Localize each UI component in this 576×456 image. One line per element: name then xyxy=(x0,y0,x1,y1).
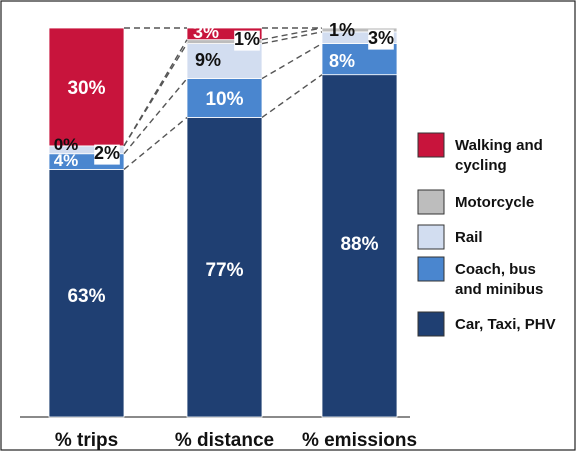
connector-line xyxy=(261,74,323,119)
legend-swatch-car-taxi-phv xyxy=(417,311,445,337)
connector-line xyxy=(261,42,323,80)
data-label-rail-distance: 9% xyxy=(195,50,221,70)
bar-car-taxi-phv-emissions xyxy=(321,74,398,418)
legend-swatch-motorcycle xyxy=(417,189,445,215)
legend-label-motorcycle: Motorcycle xyxy=(455,194,534,211)
data-label-car-emissions: 88% xyxy=(340,234,378,255)
data-label-coach-trips: 4% xyxy=(54,151,79,170)
legend-swatch-coach-bus-and-minibus xyxy=(417,256,445,282)
data-label-moto-emissions: 1% xyxy=(329,20,355,40)
x-tick-label: % trips xyxy=(55,430,118,451)
data-label-moto-distance-bg xyxy=(234,30,260,51)
data-label-coach-distance: 10% xyxy=(205,89,243,110)
legend-label-rail: Rail xyxy=(455,229,483,246)
bar-coach-bus-and-minibus-distance xyxy=(186,78,263,118)
data-label-car-distance: 77% xyxy=(205,260,243,281)
bar-motorcycle-emissions xyxy=(321,27,398,33)
connector-line xyxy=(123,116,188,170)
data-label-moto-distance: 1% xyxy=(234,29,260,49)
bar-walking-and-cycling-distance xyxy=(186,27,263,41)
data-label-moto-trips: 0% xyxy=(54,135,79,154)
legend-swatch-rail xyxy=(417,224,445,250)
bar-walking-and-cycling-trips xyxy=(48,27,125,147)
connector-line xyxy=(261,27,323,41)
legend-label-car-taxi-phv: Car, Taxi, PHV xyxy=(455,316,556,333)
data-label-coach-emissions: 8% xyxy=(329,51,355,71)
data-label-rail-emissions-bg xyxy=(368,29,394,50)
legend-label-coach-bus-and-minibus: Coach, bus xyxy=(455,261,536,278)
legend-label-walking-and-cycling: Walking and xyxy=(455,137,543,154)
data-label-car-trips: 63% xyxy=(67,286,105,307)
data-label-rail-trips: 2% xyxy=(94,143,120,163)
legend-label-walking-and-cycling: cycling xyxy=(455,157,507,174)
connector-line xyxy=(123,43,188,147)
connector-line xyxy=(123,78,188,155)
data-label-walk-distance: 3% xyxy=(193,22,219,42)
bar-car-taxi-phv-trips xyxy=(48,169,125,418)
data-label-walk-trips: 30% xyxy=(67,78,105,99)
connector-line xyxy=(123,39,188,147)
legend-swatch-walking-and-cycling xyxy=(417,132,445,158)
x-tick-label: % emissions xyxy=(302,430,417,451)
bar-car-taxi-phv-distance xyxy=(186,117,263,418)
x-tick-label: % distance xyxy=(175,430,274,451)
legend-label-coach-bus-and-minibus: and minibus xyxy=(455,281,543,298)
data-label-rail-trips-bg xyxy=(94,144,120,165)
connector-line xyxy=(261,31,323,45)
data-label-rail-emissions: 3% xyxy=(368,28,394,48)
